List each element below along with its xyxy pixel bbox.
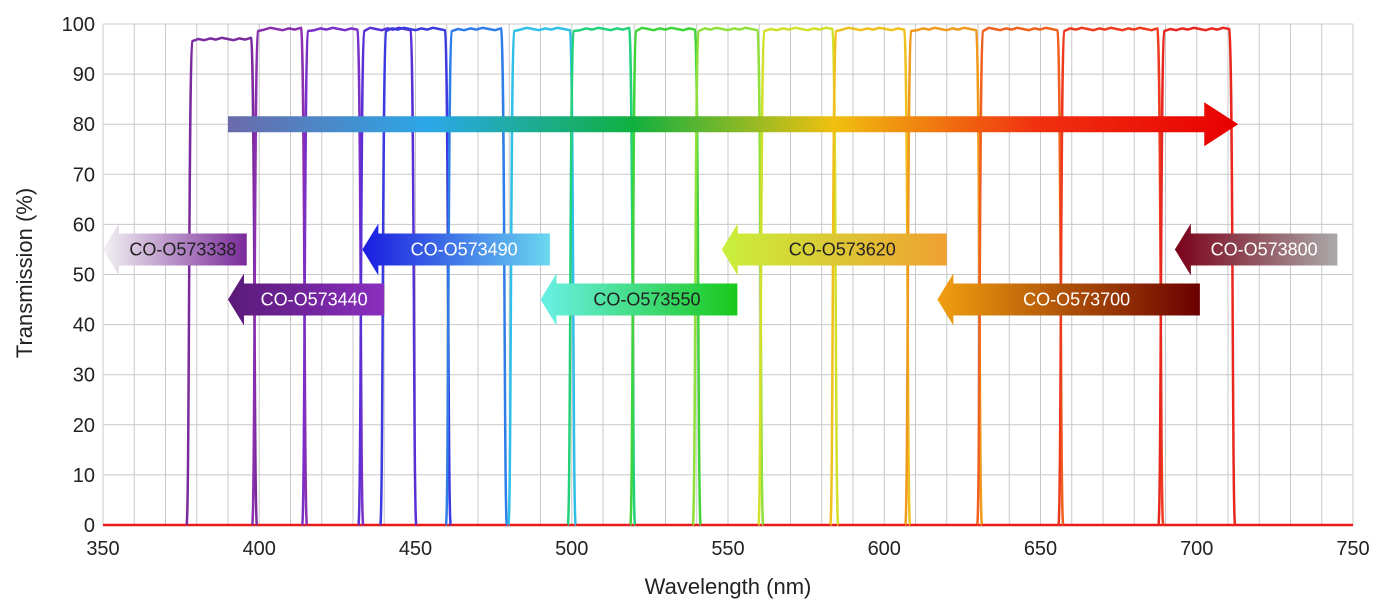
filter-curve-9 (629, 26, 702, 527)
y-axis-title: Transmission (%) (12, 188, 37, 358)
y-tick-labels: 0 10 20 30 40 50 60 70 80 90 100 (62, 14, 95, 537)
filter-curve-6 (444, 26, 509, 527)
x-tick-label: 600 (868, 538, 901, 560)
filter-curve-13 (904, 26, 984, 527)
filter-curve-12 (829, 26, 912, 527)
filter-curve-4 (357, 26, 418, 527)
y-tick-label: 50 (73, 265, 95, 287)
x-tick-label: 350 (86, 538, 119, 560)
spectrum-arrow-shape (228, 102, 1239, 147)
filter-curve-14 (975, 26, 1065, 527)
filter-curve-16 (1157, 26, 1237, 527)
x-tick-label: 450 (399, 538, 432, 560)
grid (102, 23, 1354, 526)
filter-label-text: CO-O573440 (261, 290, 368, 310)
x-axis-title: Wavelength (nm) (645, 574, 812, 599)
x-tick-label: 500 (555, 538, 588, 560)
filter-label-arrow (540, 273, 738, 326)
y-tick-label: 70 (73, 164, 95, 186)
y-tick-label: 80 (73, 114, 95, 136)
y-tick-label: 0 (84, 515, 95, 537)
filter-label-text: CO-O573620 (789, 239, 896, 259)
filter-label-text: CO-O573550 (593, 290, 700, 310)
y-tick-label: 30 (73, 365, 95, 387)
filter-curve-8 (566, 26, 637, 527)
filter-curve-15 (1057, 26, 1165, 527)
x-tick-label: 400 (243, 538, 276, 560)
x-tick-label: 550 (711, 538, 744, 560)
x-tick-label: 700 (1180, 538, 1213, 560)
filter-label-text: CO-O573338 (129, 239, 236, 259)
filter-curve-2 (250, 26, 309, 527)
spectrum-arrow (228, 102, 1239, 147)
y-tick-label: 10 (73, 465, 95, 487)
filter-label-arrow (362, 223, 550, 276)
x-tick-labels: 350 400 450 500 550 600 650 700 750 (86, 538, 1369, 560)
x-tick-label: 750 (1336, 538, 1369, 560)
y-tick-label: 100 (62, 14, 95, 36)
filter-label-text: CO-O573490 (411, 239, 518, 259)
filter-label-arrow (937, 273, 1200, 326)
y-tick-label: 20 (73, 415, 95, 437)
filter-label-text: CO-O573700 (1023, 290, 1130, 310)
filter-labels: CO-O573338 CO-O573440 CO-O573490 CO-O573550… (103, 223, 1338, 326)
x-tick-label: 650 (1024, 538, 1057, 560)
filter-label-text: CO-O573800 (1211, 239, 1318, 259)
y-tick-label: 90 (73, 64, 95, 86)
y-tick-label: 40 (73, 315, 95, 337)
filter-label-arrow (1174, 223, 1338, 276)
y-tick-label: 60 (73, 214, 95, 236)
filter-curves (185, 26, 1237, 527)
filter-label-arrow (228, 273, 385, 326)
filter-label-arrow (721, 223, 947, 276)
filter-label-arrow (103, 223, 247, 276)
filter-curve-7 (507, 26, 577, 527)
filter-curve-3 (300, 26, 365, 527)
filter-curve-11 (757, 26, 840, 527)
